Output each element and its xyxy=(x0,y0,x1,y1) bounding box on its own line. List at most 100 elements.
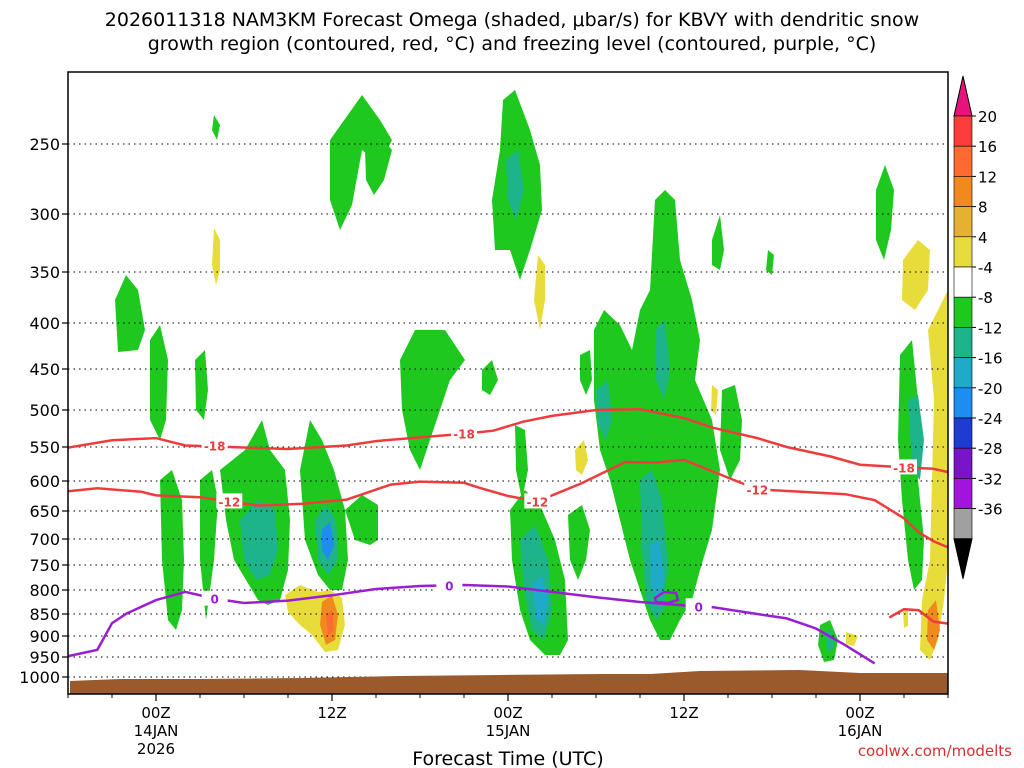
freezing-loop-contour xyxy=(653,590,680,605)
omega-cell xyxy=(326,610,334,636)
colorbar-swatch xyxy=(953,357,973,389)
contour-label-bg xyxy=(436,577,463,593)
y-tick-label: 300 xyxy=(29,205,60,224)
chart-title-line-1: 2026011318 NAM3KM Forecast Omega (shaded… xyxy=(105,9,919,31)
omega-cell xyxy=(650,540,664,600)
omega-cell xyxy=(920,290,948,660)
colorbar-label: -24 xyxy=(978,410,1003,428)
colorbar-label: -36 xyxy=(978,501,1003,519)
y-tick-label: 750 xyxy=(29,556,60,575)
omega-cell xyxy=(568,505,590,580)
y-tick-label: 650 xyxy=(29,502,60,521)
y-tick-label: 900 xyxy=(29,627,60,646)
contour-label-bg xyxy=(744,481,771,497)
omega-cell xyxy=(580,350,592,395)
omega-cell xyxy=(322,522,334,560)
y-tick-label: 350 xyxy=(29,263,60,282)
contour-label-bg xyxy=(891,459,917,475)
omega-cell xyxy=(766,250,774,275)
contour-label: -12 xyxy=(526,495,548,509)
colorbar-top-arrow xyxy=(953,75,973,117)
x-tick-label: 15JAN xyxy=(486,722,531,740)
omega-shading xyxy=(115,90,948,662)
contour-label-bg xyxy=(216,493,243,509)
x-tick-label: 12Z xyxy=(317,704,346,722)
y-tick-label: 950 xyxy=(29,648,60,667)
omega-cell xyxy=(908,395,924,480)
colorbar-label: -4 xyxy=(978,259,993,277)
x-tick-label: 2026 xyxy=(137,740,175,758)
omega-cell xyxy=(711,385,718,415)
contour-label-bg xyxy=(685,598,712,614)
omega-cell xyxy=(345,495,378,545)
omega-cell xyxy=(903,608,908,628)
contour-labels: -18 -18 -18 -12 -12 -12 0 0 0 xyxy=(201,425,917,614)
omega-cell xyxy=(115,275,145,352)
colorbar-swatch xyxy=(953,478,973,509)
contour-label-bg xyxy=(451,425,477,441)
omega-cell xyxy=(195,350,208,420)
colorbar-label: -20 xyxy=(978,380,1003,398)
omega-cell xyxy=(575,440,588,475)
contour-dgz-12 xyxy=(68,458,948,549)
colorbar-swatch xyxy=(953,115,973,147)
colorbar-label: -8 xyxy=(978,289,993,307)
contour-freezing-0 xyxy=(68,583,876,665)
x-axis-label: Forecast Time (UTC) xyxy=(412,748,603,768)
contour-label: -18 xyxy=(893,461,915,475)
omega-cell xyxy=(876,165,894,260)
colorbar-label: 20 xyxy=(978,108,997,126)
terrain-surface xyxy=(70,670,948,694)
y-tick-label: 700 xyxy=(29,530,60,549)
contour-label-bg xyxy=(201,590,228,606)
colorbar-label: 8 xyxy=(978,199,988,217)
x-tick-label: 00Z xyxy=(141,704,170,722)
contour-label-bg xyxy=(201,437,228,453)
y-tick-label: 800 xyxy=(29,581,60,600)
colorbar-swatch xyxy=(953,206,973,238)
y-tick-label: 1000 xyxy=(19,668,60,687)
contour-label: 0 xyxy=(445,580,453,594)
colorbar-swatch xyxy=(953,266,973,298)
omega-cell xyxy=(365,135,392,195)
omega-cell xyxy=(212,228,220,285)
colorbar-swatch xyxy=(953,176,973,207)
colorbar-bottom-arrow xyxy=(953,538,973,579)
colorbar-label: -12 xyxy=(978,319,1003,337)
omega-cell xyxy=(482,360,498,395)
colorbar-swatch xyxy=(953,236,973,268)
contour-label: -18 xyxy=(204,440,226,454)
y-tick-label: 550 xyxy=(29,438,60,457)
omega-cell xyxy=(240,500,278,580)
x-tick-label: 14JAN xyxy=(134,722,179,740)
omega-cell xyxy=(200,470,218,620)
x-tick-label: 12Z xyxy=(669,704,698,722)
colorbar-label: -16 xyxy=(978,350,1003,368)
colorbar-swatch xyxy=(953,387,973,419)
omega-cell xyxy=(655,320,670,400)
omega-cell xyxy=(902,240,930,310)
y-axis: 250 300 350 400 450 500 550 600 650 700 750 800 850 9… xyxy=(19,135,68,687)
y-tick-label: 850 xyxy=(29,605,60,624)
contour-label-bg xyxy=(524,493,551,509)
omega-cell xyxy=(927,600,940,650)
colorbar-label: -28 xyxy=(978,440,1003,458)
colorbar-swatch xyxy=(953,145,973,177)
contour-label: -18 xyxy=(453,428,475,442)
omega-cell xyxy=(400,330,465,470)
colorbar-swatch xyxy=(953,327,973,358)
colorbar-swatch xyxy=(953,417,973,449)
colorbar-label: 16 xyxy=(978,138,997,156)
y-tick-label: 600 xyxy=(29,472,60,491)
x-tick-label: 00Z xyxy=(493,704,522,722)
colorbar: 20 16 12 8 4 -4 -8 -12 -16 -20 -24 -28 -32 -36 xyxy=(953,75,1003,579)
y-tick-label: 250 xyxy=(29,135,60,154)
contour-dgz-12-low xyxy=(888,607,948,625)
omega-cell xyxy=(212,115,220,140)
x-tick-label: 16JAN xyxy=(838,722,883,740)
omega-cell xyxy=(330,95,392,230)
contour-label: 0 xyxy=(694,600,702,614)
colorbar-swatch xyxy=(953,508,973,540)
